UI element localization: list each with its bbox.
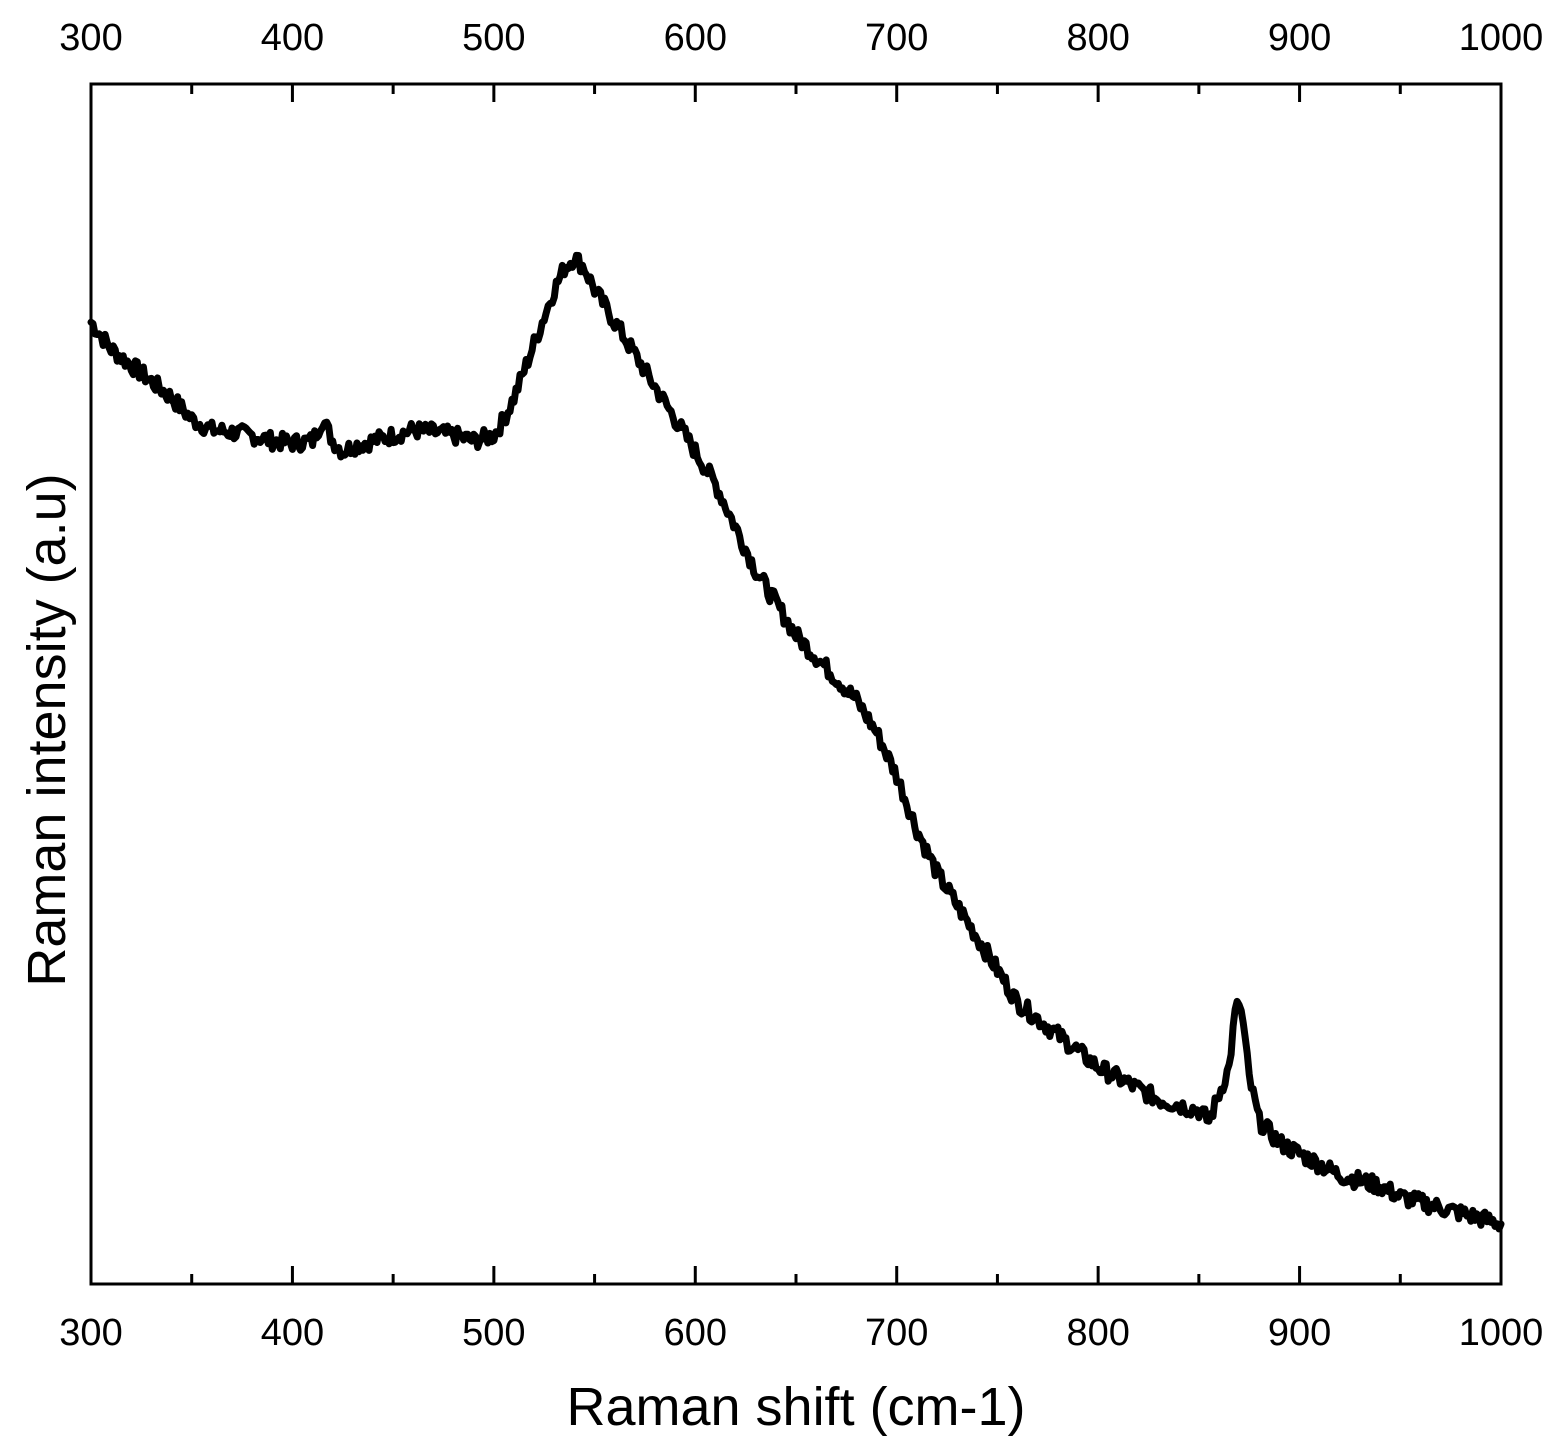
x-tick-label-bottom: 1000 (1459, 1312, 1544, 1354)
x-tick-label-top: 700 (865, 17, 928, 59)
x-tick-label-bottom: 500 (462, 1312, 525, 1354)
x-tick-label-top: 600 (664, 17, 727, 59)
top-tick-labels: 300 400 500 600 700 800 900 1000 (59, 17, 1543, 59)
x-tick-label-top: 300 (59, 17, 122, 59)
x-tick-label-bottom: 400 (261, 1312, 324, 1354)
major-ticks (89, 84, 1503, 1284)
x-tick-label-bottom: 700 (865, 1312, 928, 1354)
x-tick-label-top: 1000 (1459, 17, 1544, 59)
x-tick-label-bottom: 600 (664, 1312, 727, 1354)
x-axis-title: Raman shift (cm-1) (566, 1377, 1025, 1437)
x-tick-label-top: 400 (261, 17, 324, 59)
y-axis-title: Raman intensity (a.u) (17, 473, 77, 986)
x-tick-label-bottom: 300 (59, 1312, 122, 1354)
minor-ticks (190, 84, 1402, 1284)
bottom-tick-labels: 300 400 500 600 700 800 900 1000 (59, 1312, 1543, 1354)
x-tick-label-bottom: 800 (1066, 1312, 1129, 1354)
x-tick-label-bottom: 900 (1268, 1312, 1331, 1354)
plot-frame (89, 82, 1503, 1286)
raman-spectrum-line (87, 251, 1505, 1233)
x-tick-label-top: 500 (462, 17, 525, 59)
x-tick-label-top: 800 (1066, 17, 1129, 59)
x-tick-label-top: 900 (1268, 17, 1331, 59)
